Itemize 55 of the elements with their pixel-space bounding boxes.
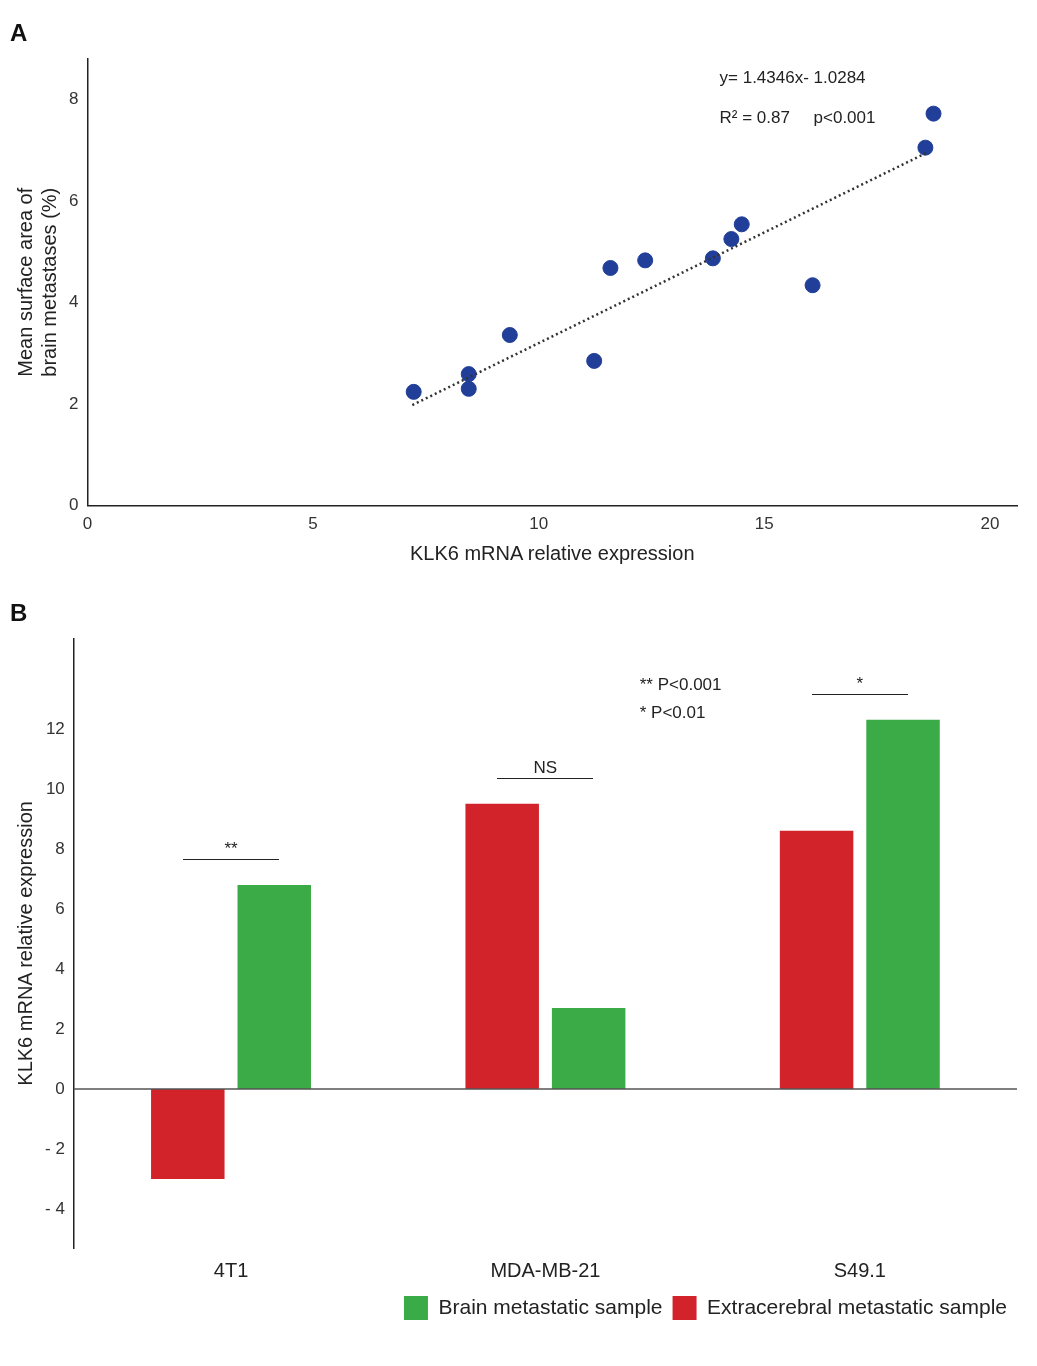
y-tick-label: - 4 (45, 1198, 65, 1218)
x-tick-label: 0 (82, 514, 93, 534)
annotation: * P<0.01 (639, 702, 706, 722)
x-tick-label: S49.1 (833, 1258, 886, 1281)
x-tick-label: 5 (308, 514, 318, 534)
y-tick-label: 4 (55, 958, 65, 978)
point (804, 277, 821, 294)
y-tick-label: 2 (55, 1018, 65, 1038)
y-tick-label: 0 (68, 495, 79, 515)
significance-bracket: NS (497, 757, 594, 779)
y-tick-label: - 2 (45, 1138, 65, 1158)
y-tick-label: 6 (55, 898, 65, 918)
y-tick-label: 8 (55, 838, 65, 858)
bar (237, 884, 312, 1089)
significance-bracket: ** (183, 838, 280, 860)
x-tick-label: MDA-MB-21 (490, 1258, 601, 1281)
point (733, 216, 750, 233)
x-tick-label: 20 (980, 514, 1000, 534)
y-tick-label: 4 (68, 292, 79, 312)
x-axis-title: KLK6 mRNA relative expression (409, 541, 695, 564)
point (637, 252, 654, 269)
bar (151, 1088, 225, 1179)
point (704, 250, 721, 267)
point (460, 366, 477, 383)
y-tick-label: 2 (68, 393, 79, 413)
point (925, 105, 942, 122)
annotation: ** P<0.001 (639, 674, 722, 694)
legend-label: Brain metastatic sample (438, 1294, 663, 1318)
chart-title: A (10, 19, 28, 47)
x-tick-label: 10 (529, 514, 549, 534)
significance-bracket: * (811, 673, 908, 695)
bar (465, 803, 539, 1089)
point (501, 327, 518, 343)
point (586, 352, 603, 369)
x-tick-label: 15 (754, 514, 774, 534)
y-tick-label: 10 (45, 778, 65, 798)
y-tick-label: 6 (68, 190, 79, 210)
y-tick-label: 12 (45, 718, 65, 738)
bar (551, 1007, 626, 1089)
annotation: R² = 0.87 p<0.001 (719, 107, 876, 127)
point (460, 380, 477, 397)
bar (779, 830, 854, 1089)
y-axis-title: KLK6 mRNA relative expression (13, 801, 36, 1086)
x-tick-label: 4T1 (213, 1258, 249, 1281)
y-tick-label: 8 (68, 89, 79, 109)
bar (866, 719, 940, 1089)
point (405, 383, 422, 400)
legend-label: Extracerebral metastatic sample (707, 1294, 1008, 1318)
point (917, 139, 934, 156)
point (723, 231, 740, 248)
y-tick-label: 0 (55, 1078, 65, 1098)
point (602, 259, 619, 276)
chart-title: B (10, 599, 28, 627)
annotation: y= 1.4346x- 1.0284 (719, 67, 866, 87)
y-axis-title: Mean surface area of brain metastases (%) (13, 187, 60, 377)
